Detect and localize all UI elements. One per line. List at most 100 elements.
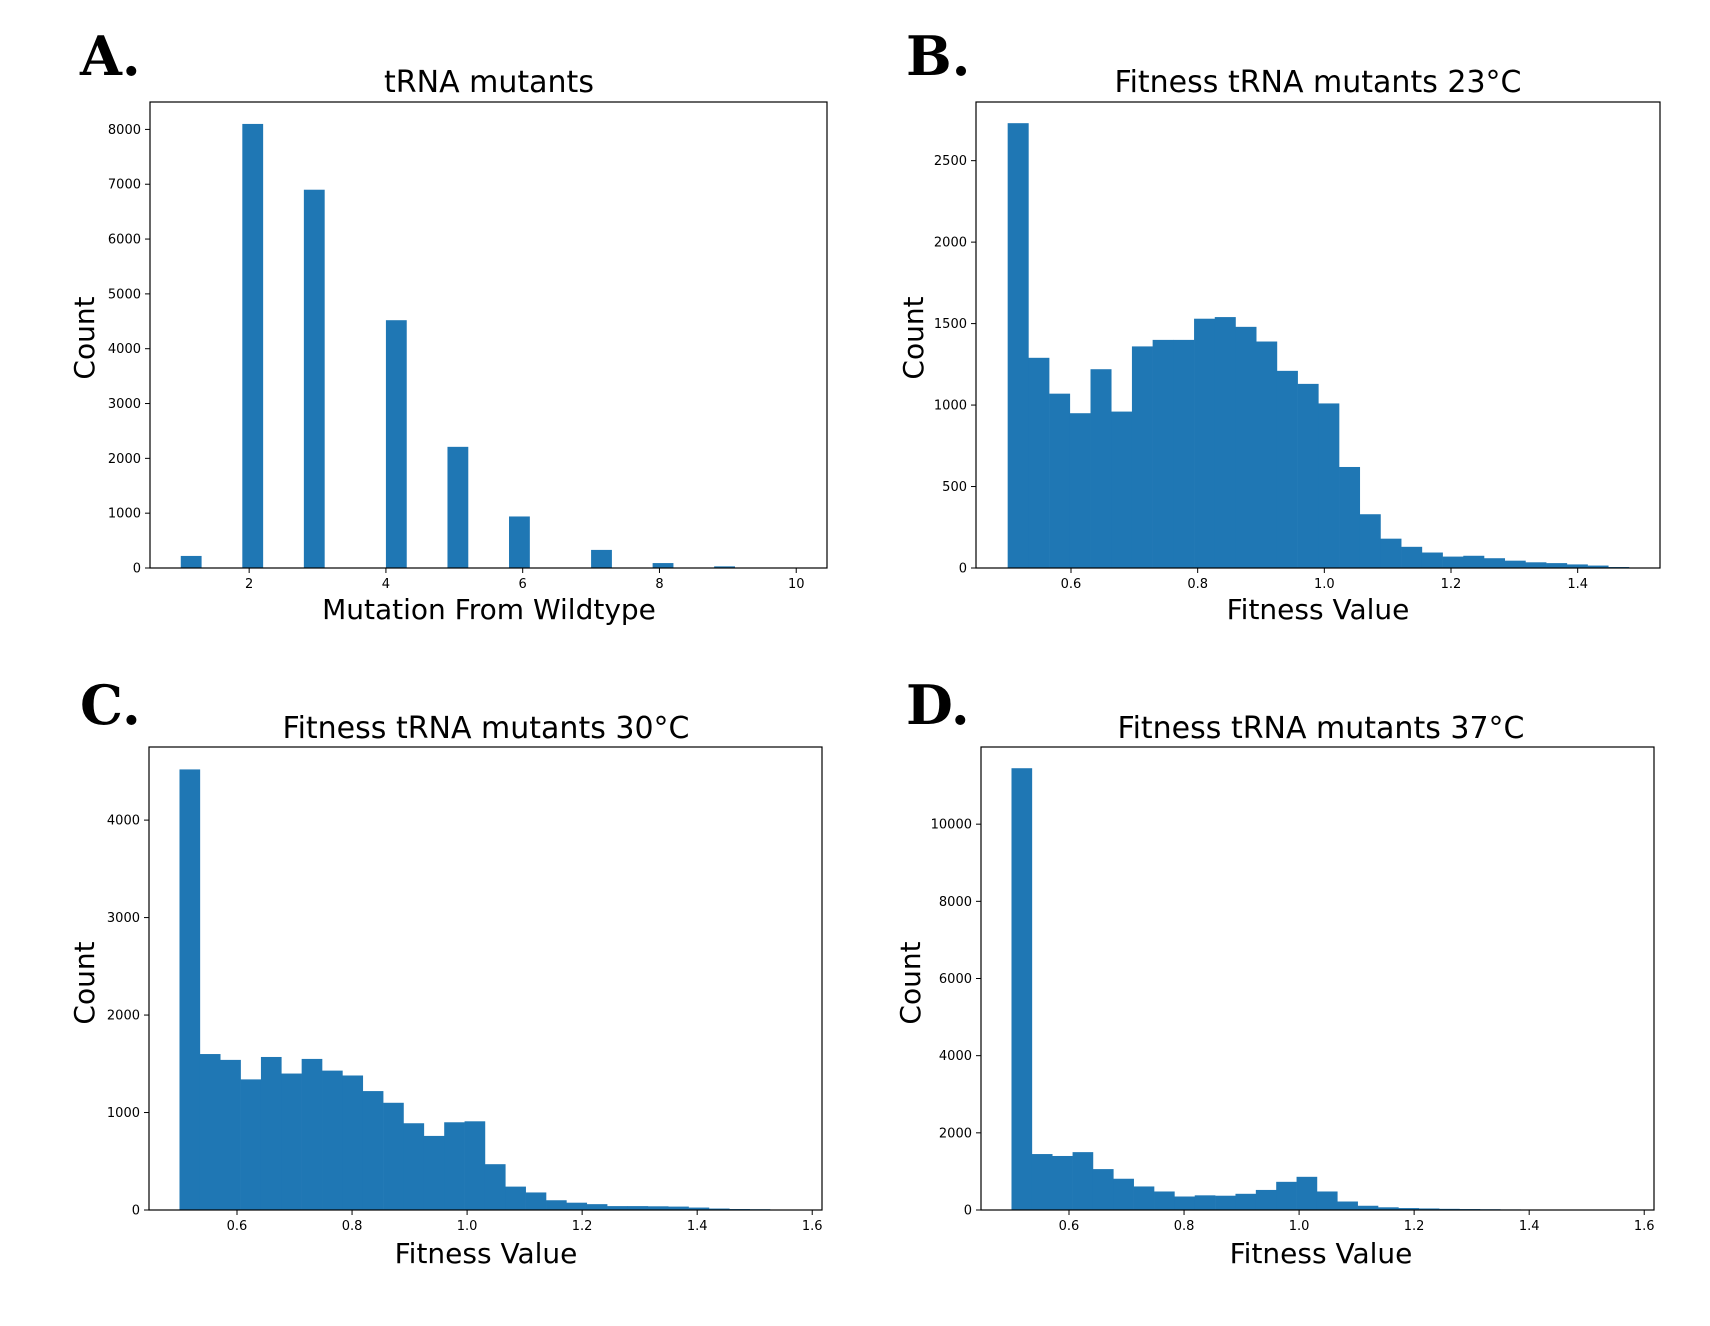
plot-frame — [975, 101, 1661, 569]
histogram-bar — [1031, 1154, 1053, 1210]
histogram-bar — [281, 1073, 302, 1210]
x-tick-label: 0.6 — [227, 1219, 248, 1234]
y-tick-label: 2000 — [108, 452, 141, 467]
x-tick-label: 8 — [655, 577, 663, 592]
x-tick-label: 0.6 — [1059, 1219, 1080, 1234]
y-tick-label: 1000 — [108, 507, 141, 522]
panel-c: C. Fitness tRNA mutants 30°C Fitness Val… — [68, 673, 823, 1270]
histogram-bar — [1525, 562, 1547, 568]
histogram-bar — [627, 1206, 649, 1210]
histogram-bar — [1214, 317, 1236, 568]
y-tick-label: 8000 — [939, 895, 972, 910]
histogram-bar — [668, 1206, 689, 1210]
y-tick-label: 6000 — [108, 233, 141, 248]
histogram-bar — [1092, 1169, 1114, 1210]
y-tick-label: 4000 — [107, 814, 140, 829]
y-tick-label: 4000 — [939, 1049, 972, 1064]
histogram-bar — [1378, 1207, 1399, 1210]
histogram-bar — [301, 1058, 323, 1210]
chart-title: tRNA mutants — [384, 65, 594, 100]
histogram-bar — [1296, 1176, 1318, 1210]
histogram-bar — [383, 1102, 404, 1210]
histogram-bar — [1276, 1181, 1297, 1210]
x-axis-label: Mutation From Wildtype — [322, 593, 656, 626]
panel-letter: C. — [80, 673, 141, 737]
histogram-bar — [1359, 514, 1381, 568]
y-axis-label: Count — [68, 941, 101, 1024]
x-tick-label: 1.2 — [572, 1219, 593, 1234]
histogram-bar — [1235, 326, 1257, 568]
histogram-bar — [1318, 403, 1340, 568]
x-tick-label: 1.4 — [1567, 577, 1588, 592]
histogram-bar — [1235, 1193, 1257, 1210]
plot-frame — [148, 746, 823, 1211]
x-tick-label: 0.8 — [1187, 577, 1208, 592]
histogram-bar — [220, 1059, 241, 1210]
histogram-bar — [505, 1186, 526, 1210]
y-tick-label: 0 — [959, 562, 967, 577]
histogram-bar — [403, 1123, 425, 1210]
histogram-bar — [1174, 1196, 1196, 1210]
histogram-bar — [1194, 1195, 1216, 1210]
y-tick-label: 8000 — [108, 123, 141, 138]
histogram-bar — [1173, 339, 1195, 568]
chart-title: Fitness tRNA mutants 37°C — [1118, 711, 1525, 746]
y-tick-label: 4000 — [108, 342, 141, 357]
histogram-bar — [423, 1135, 445, 1210]
panel-d: D. Fitness tRNA mutants 37°C Fitness Val… — [894, 673, 1655, 1270]
y-axis-label: Count — [897, 296, 930, 379]
y-tick-label: 500 — [942, 480, 967, 495]
x-tick-label: 4 — [382, 577, 390, 592]
histogram-bar — [1463, 555, 1485, 568]
y-tick-label: 7000 — [108, 178, 141, 193]
chart-title: Fitness tRNA mutants 23°C — [1115, 65, 1522, 100]
histogram-bar — [1398, 1208, 1420, 1210]
histogram-bar — [362, 1091, 384, 1210]
chart-title: Fitness tRNA mutants 30°C — [283, 711, 690, 746]
histogram-bar — [1072, 1152, 1094, 1211]
histogram-bar — [714, 566, 735, 568]
histogram-bar — [303, 189, 325, 568]
histogram-bar — [688, 1207, 710, 1210]
x-tick-label: 1.0 — [1289, 1219, 1310, 1234]
histogram-bar — [546, 1200, 567, 1210]
histogram-bar — [1011, 768, 1033, 1210]
histogram-bar — [708, 1208, 730, 1210]
histogram-bar — [1587, 565, 1609, 568]
histogram-bar — [1339, 466, 1361, 568]
histogram-bar — [179, 769, 201, 1210]
histogram-bar — [586, 1204, 608, 1210]
x-axis-label: Fitness Value — [1227, 593, 1410, 626]
histogram-bar — [1049, 393, 1071, 568]
x-tick-label: 1.0 — [457, 1219, 478, 1234]
y-tick-label: 2000 — [939, 1126, 972, 1141]
histogram-bar — [1111, 411, 1133, 568]
histogram-bar — [1069, 413, 1091, 568]
histogram-bar — [180, 555, 202, 568]
histogram-bar — [1133, 1186, 1155, 1210]
panel-letter: A. — [79, 24, 141, 88]
histogram-bar — [525, 1192, 547, 1210]
y-tick-label: 3000 — [107, 911, 140, 926]
x-axis-label: Fitness Value — [1230, 1237, 1413, 1270]
x-tick-label: 1.2 — [1404, 1219, 1425, 1234]
y-tick-label: 1000 — [107, 1106, 140, 1121]
histogram-bar — [385, 320, 407, 568]
y-tick-label: 0 — [964, 1204, 972, 1219]
histogram-bar — [1442, 556, 1464, 568]
histogram-bar — [1152, 339, 1174, 568]
histogram-bar — [1113, 1178, 1134, 1210]
histogram-bar — [1504, 560, 1526, 568]
x-axis-label: Fitness Value — [395, 1237, 578, 1270]
histogram-bar — [509, 516, 530, 568]
y-tick-label: 5000 — [108, 287, 141, 302]
y-tick-label: 1000 — [934, 399, 967, 414]
histogram-bar — [1007, 123, 1029, 569]
panel-b: B. Fitness tRNA mutants 23°C Fitness Val… — [897, 24, 1661, 626]
x-tick-label: 6 — [519, 577, 527, 592]
y-tick-label: 0 — [133, 562, 141, 577]
histogram-bar — [322, 1070, 343, 1210]
histogram-bar — [1546, 563, 1568, 568]
histogram-bar — [647, 1206, 669, 1210]
histogram-bar — [1357, 1205, 1379, 1210]
